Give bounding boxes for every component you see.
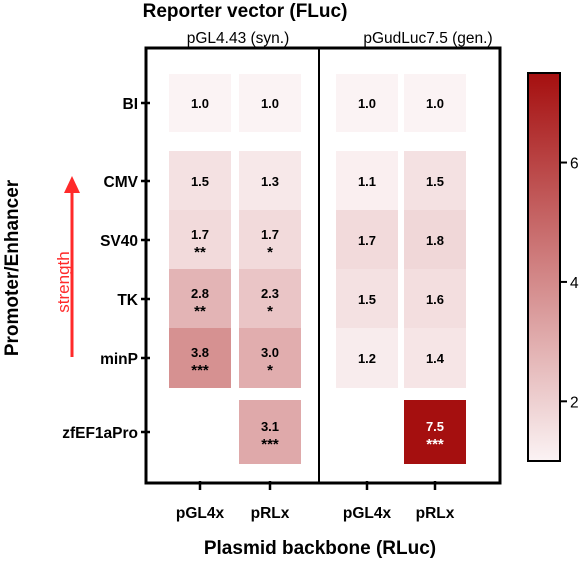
heatmap-cell (336, 269, 398, 329)
heatmap-cell (336, 151, 398, 211)
heatmap-cell (404, 74, 466, 132)
y-tick-label: CMV (104, 174, 139, 191)
colorbar-gradient (527, 72, 561, 462)
cell-value-label: 1.0 (261, 96, 279, 111)
heatmap-cell (404, 151, 466, 211)
significance-label: *** (426, 436, 444, 453)
y-tick-label: TK (117, 292, 138, 309)
heatmap-cells: 1.0 1.0 1.0 1.01.5 1.3 1.1 1.51.7**1.7*1.7 1.82… (169, 74, 466, 464)
significance-label: *** (191, 362, 209, 379)
heatmap-cell (169, 74, 231, 132)
cell-value-label: 3.0 (261, 345, 279, 360)
cell-value-label: 1.0 (191, 96, 209, 111)
cell-value-label: 1.2 (358, 351, 376, 366)
cell-value-label: 1.5 (426, 174, 444, 189)
x-tick-label: pGL4x (343, 505, 392, 522)
heatmap-cell (239, 328, 301, 388)
heatmap-cell (169, 328, 231, 388)
panel-label-right: pGudLuc7.5 (gen.) (363, 30, 492, 47)
heatmap-cell (336, 328, 398, 388)
colorbar-tick-label: 4 (570, 275, 579, 292)
colorbar: 2 4 6 (527, 72, 579, 462)
cell-value-label: 1.5 (358, 292, 376, 307)
heatmap-cell (239, 400, 301, 464)
cell-value-label: 1.7 (358, 233, 376, 248)
heatmap-cell (239, 74, 301, 132)
significance-label: * (267, 244, 273, 261)
plot-frame (144, 46, 502, 485)
cell-value-label: 2.8 (191, 286, 209, 301)
heatmap-cell (336, 210, 398, 270)
cell-value-label: 1.0 (358, 96, 376, 111)
heatmap-cell (404, 210, 466, 270)
significance-label: * (267, 362, 273, 379)
cell-value-label: 3.8 (191, 345, 209, 360)
heatmap-cell (169, 151, 231, 211)
y-axis: BI CMV SV40 TK minP zfEF1aPro (62, 96, 150, 442)
colorbar-tick-label: 6 (570, 156, 579, 173)
cell-value-label: 1.4 (426, 351, 445, 366)
cell-value-label: 1.6 (426, 292, 444, 307)
heatmap-cell (239, 210, 301, 270)
x-axis: pGL4x pRLx pGL4x pRLx (176, 481, 455, 522)
heatmap-cell (404, 328, 466, 388)
cell-value-label: 1.7 (261, 227, 279, 242)
x-tick-label: pRLx (251, 505, 290, 522)
cell-value-label: 1.3 (261, 174, 279, 189)
y-tick-label: BI (123, 96, 139, 113)
cell-value-label: 2.3 (261, 286, 279, 301)
chart-title: Reporter vector (FLuc) (143, 1, 348, 22)
strength-arrow-head (64, 176, 80, 193)
y-axis-title: Promoter/Enhancer (2, 179, 23, 356)
heatmap-cell (404, 269, 466, 329)
heatmap-cell (169, 269, 231, 329)
significance-label: ** (194, 303, 206, 320)
cell-value-label: 1.7 (191, 227, 209, 242)
significance-label: * (267, 303, 273, 320)
cell-value-label: 3.1 (261, 419, 279, 434)
colorbar-tick-label: 2 (570, 394, 579, 411)
strength-arrow: strength (54, 176, 80, 357)
heatmap-cell (239, 269, 301, 329)
cell-value-label: 1.0 (426, 96, 444, 111)
y-tick-label: minP (100, 351, 138, 368)
cell-value-label: 1.8 (426, 233, 444, 248)
significance-label: ** (194, 244, 206, 261)
y-tick-label: zfEF1aPro (62, 425, 138, 442)
strength-label: strength (54, 251, 73, 312)
heatmap-cell (169, 210, 231, 270)
heatmap-cell (239, 151, 301, 211)
heatmap-cell (404, 400, 466, 464)
heatmap-cell (336, 74, 398, 132)
panel-label-left: pGL4.43 (syn.) (187, 30, 290, 47)
cell-value-label: 7.5 (426, 419, 444, 434)
x-tick-label: pGL4x (176, 505, 225, 522)
y-tick-label: SV40 (100, 233, 138, 250)
x-tick-label: pRLx (416, 505, 455, 522)
x-axis-title: Plasmid backbone (RLuc) (204, 538, 436, 559)
cell-value-label: 1.1 (358, 174, 376, 189)
significance-label: *** (261, 436, 279, 453)
cell-value-label: 1.5 (191, 174, 209, 189)
